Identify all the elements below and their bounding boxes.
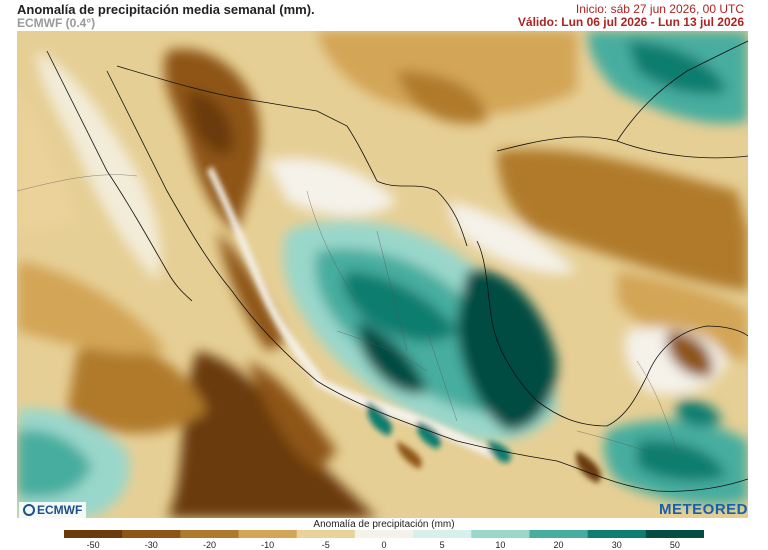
init-time: Inicio: sáb 27 jun 2026, 00 UTC: [575, 2, 744, 16]
colorbar-segment: [587, 530, 647, 538]
colorbar-tick-label: 50: [669, 540, 680, 550]
colorbar-segment: [64, 530, 123, 538]
colorbar-tick-label: 0: [381, 540, 387, 550]
colorbar-tick-label: -30: [144, 540, 158, 550]
state-lines: [17, 174, 678, 462]
colorbar-segment: [645, 530, 704, 538]
colorbar-segment: [471, 530, 530, 538]
colorbar: [64, 530, 704, 538]
ecmwf-logo: ECMWF: [19, 502, 87, 518]
colorbar-segment: [180, 530, 240, 538]
colorbar-tick-label: 20: [553, 540, 564, 550]
model-subtitle: ECMWF (0.4°): [17, 16, 96, 30]
map-title: Anomalía de precipitación media semanal …: [17, 2, 315, 17]
map-canvas: [17, 31, 748, 518]
ecmwf-logo-text: ECMWF: [37, 503, 83, 517]
colorbar-segment: [413, 530, 472, 538]
valid-period: Válido: Lun 06 jul 2026 - Lun 13 jul 202…: [517, 15, 744, 29]
colorbar-tick-label: -10: [261, 540, 275, 550]
colorbar-segment: [122, 530, 181, 538]
meteored-logo: METEORED: [658, 501, 748, 518]
anomaly-field: [17, 31, 748, 518]
colorbar-segment: [529, 530, 589, 538]
precipitation-anomaly-map: [17, 31, 748, 518]
colorbar-tick-label: -20: [202, 540, 216, 550]
colorbar-segment: [296, 530, 356, 538]
colorbar-tick-label: -50: [86, 540, 100, 550]
colorbar-tick-label: 10: [495, 540, 506, 550]
colorbar-tick-label: 5: [439, 540, 445, 550]
colorbar-segment: [354, 530, 414, 538]
colorbar-tick-label: -5: [321, 540, 330, 550]
colorbar-title: Anomalía de precipitación (mm): [313, 519, 455, 530]
colorbar-labels: -50 -30 -20 -10 -5 0 5 10 20 30 50: [0, 540, 768, 550]
boundaries: [46, 40, 748, 492]
colorbar-segment: [238, 530, 298, 538]
ecmwf-logo-icon: [23, 504, 35, 516]
header: Anomalía de precipitación media semanal …: [0, 0, 768, 30]
colorbar-tick-label: 30: [611, 540, 622, 550]
